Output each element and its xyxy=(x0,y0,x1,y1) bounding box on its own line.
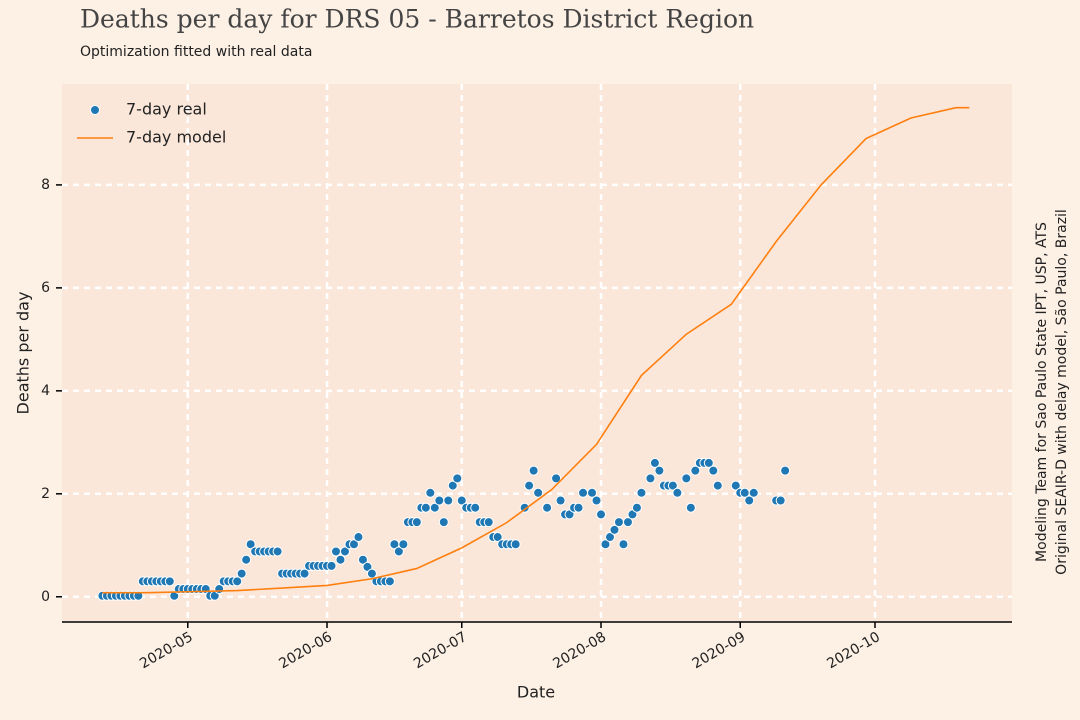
data-point xyxy=(447,480,458,491)
data-point xyxy=(492,532,503,543)
data-point xyxy=(326,560,337,571)
data-point xyxy=(775,495,786,506)
data-point xyxy=(667,480,678,491)
data-point xyxy=(420,502,431,513)
x-tick-label: 2020-06 xyxy=(276,629,335,672)
side-note: Modeling Team for Sao Paulo State IPT, U… xyxy=(1034,222,1050,562)
data-point xyxy=(604,532,615,543)
data-point xyxy=(672,487,683,498)
data-point xyxy=(631,502,642,513)
chart-title: Deaths per day for DRS 05 - Barretos Dis… xyxy=(80,5,754,34)
data-point xyxy=(272,546,283,557)
x-tick-label: 2020-05 xyxy=(137,629,196,672)
data-point xyxy=(357,554,368,565)
data-point xyxy=(425,487,436,498)
y-tick-label: 6 xyxy=(41,280,50,296)
data-point xyxy=(600,539,611,550)
data-point xyxy=(434,495,445,506)
data-point xyxy=(245,539,256,550)
data-point xyxy=(744,495,755,506)
data-point xyxy=(519,502,530,513)
data-point xyxy=(470,502,481,513)
data-point xyxy=(236,568,247,579)
data-point xyxy=(348,539,359,550)
data-point xyxy=(232,576,243,587)
data-point xyxy=(438,517,449,528)
chart-subtitle: Optimization fitted with real data xyxy=(80,44,312,60)
data-point xyxy=(654,465,665,476)
data-point xyxy=(542,502,553,513)
data-point xyxy=(393,546,404,557)
legend-marker xyxy=(90,105,100,115)
x-axis-label: Date xyxy=(517,683,555,702)
data-point xyxy=(452,473,463,484)
data-point xyxy=(555,495,566,506)
x-tick-label: 2020-08 xyxy=(550,629,609,672)
data-point xyxy=(609,524,620,535)
legend-label: 7-day real xyxy=(126,100,207,119)
x-tick-label: 2020-09 xyxy=(690,629,749,672)
model-line xyxy=(102,106,970,594)
legend-label: 7-day model xyxy=(126,128,226,147)
data-point xyxy=(241,554,252,565)
data-point xyxy=(299,568,310,579)
data-point xyxy=(443,495,454,506)
data-point xyxy=(613,517,624,528)
data-point xyxy=(573,502,584,513)
data-point xyxy=(335,554,346,565)
data-point xyxy=(622,517,633,528)
x-tick-label: 2020-10 xyxy=(824,629,883,672)
data-point xyxy=(384,576,395,587)
data-point xyxy=(618,539,629,550)
data-point xyxy=(429,502,440,513)
data-point xyxy=(533,487,544,498)
data-point xyxy=(483,517,494,528)
data-point xyxy=(748,487,759,498)
plot-area xyxy=(62,84,1012,622)
data-point xyxy=(411,517,422,528)
y-tick-label: 4 xyxy=(41,383,50,399)
side-note: Original SEAIR-D with delay model, São P… xyxy=(1054,209,1070,575)
data-point xyxy=(330,546,341,557)
x-tick-label: 2020-07 xyxy=(411,629,470,672)
data-point xyxy=(578,487,589,498)
data-point xyxy=(649,457,660,468)
y-axis-label: Deaths per day xyxy=(14,292,33,415)
data-point xyxy=(398,539,409,550)
data-point xyxy=(587,487,598,498)
y-tick-label: 2 xyxy=(41,486,50,502)
data-point xyxy=(645,473,656,484)
data-point xyxy=(708,465,719,476)
data-point xyxy=(712,480,723,491)
data-point xyxy=(510,539,521,550)
data-point xyxy=(636,487,647,498)
y-tick-label: 8 xyxy=(41,177,50,193)
data-point xyxy=(524,480,535,491)
y-tick-label: 0 xyxy=(41,589,50,605)
data-point xyxy=(591,495,602,506)
data-point xyxy=(596,509,607,520)
data-point xyxy=(133,590,144,601)
data-point xyxy=(730,480,741,491)
data-point xyxy=(681,473,692,484)
data-point xyxy=(339,546,350,557)
data-point xyxy=(456,495,467,506)
data-point xyxy=(551,473,562,484)
data-point xyxy=(685,502,696,513)
data-point xyxy=(353,532,364,543)
data-point xyxy=(528,465,539,476)
data-point xyxy=(690,465,701,476)
data-point xyxy=(703,457,714,468)
data-point xyxy=(780,465,791,476)
data-point xyxy=(164,576,175,587)
